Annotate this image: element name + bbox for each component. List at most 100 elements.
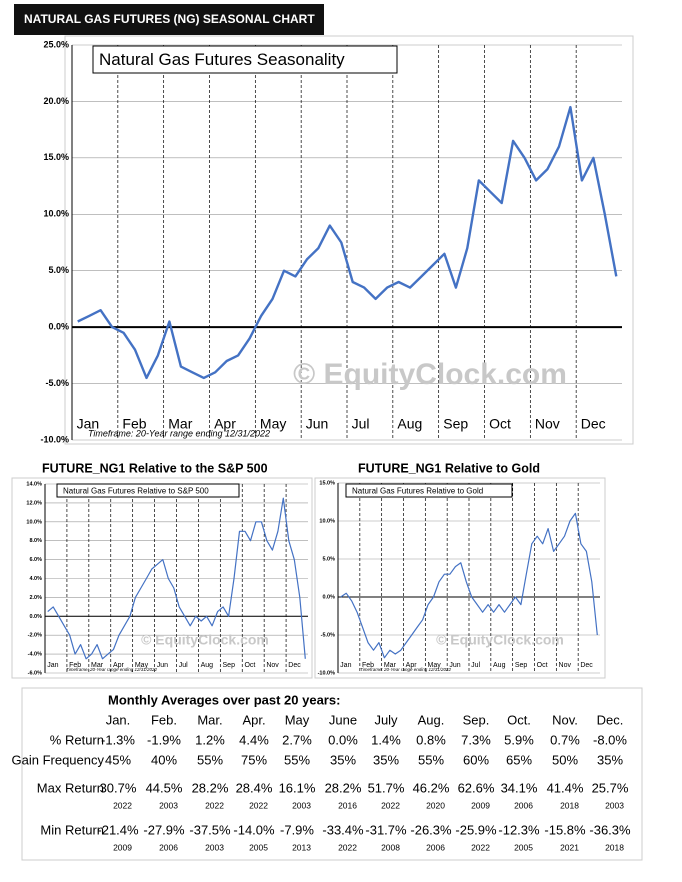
x-tick-label: Feb (362, 662, 374, 669)
cell: -36.3% (589, 822, 631, 837)
x-tick-label: Apr (113, 662, 125, 669)
x-tick-label: Feb (122, 415, 146, 431)
column-header: Aug. (418, 712, 445, 727)
x-tick-label: Nov (535, 415, 560, 431)
cell: -1.9% (147, 732, 181, 747)
column-header: Nov. (552, 712, 578, 727)
cell: 30.7% (100, 780, 137, 795)
y-tick-label: 10.0% (43, 209, 69, 219)
cell: 75% (241, 752, 267, 767)
chart-frame (11, 477, 313, 679)
y-tick-label: 4.0% (29, 576, 42, 582)
chart-heading: FUTURE_NG1 Relative to Gold (358, 461, 540, 475)
cell: 35% (597, 752, 623, 767)
cell-year: 2022 (113, 800, 132, 810)
cell: 7.3% (461, 732, 491, 747)
chart-heading: FUTURE_NG1 Relative to the S&P 500 (42, 461, 268, 475)
x-tick-label: Feb (69, 662, 81, 669)
cell-year: 2009 (471, 800, 490, 810)
x-tick-label: Jan (340, 662, 351, 669)
y-tick-label: -2.0% (28, 633, 42, 639)
cell: 35% (330, 752, 356, 767)
y-tick-label: 25.0% (43, 39, 69, 49)
cell: 28.2% (325, 780, 362, 795)
cell-year: 2020 (426, 800, 445, 810)
y-tick-label: 5.0% (48, 265, 69, 275)
x-tick-label: Apr (406, 662, 418, 669)
cell: -14.0% (233, 822, 275, 837)
cell: 2.7% (282, 732, 312, 747)
header-box (14, 4, 324, 35)
x-tick-label: Apr (214, 415, 236, 431)
cell-year: 2022 (471, 842, 490, 852)
cell: 51.7% (368, 780, 405, 795)
y-tick-label: 8.0% (29, 538, 42, 544)
y-tick-label: 15.0% (43, 152, 69, 162)
x-tick-label: May (135, 662, 149, 669)
title-box (345, 483, 513, 498)
cell: -1.3% (101, 732, 135, 747)
row-label: % Return (50, 732, 104, 747)
column-header: Feb. (151, 712, 177, 727)
cell: 0.8% (416, 732, 446, 747)
column-header: June (329, 712, 357, 727)
y-tick-label: 5.0% (322, 556, 335, 562)
column-header: July (374, 712, 398, 727)
cell: 45% (105, 752, 131, 767)
x-tick-label: Oct (244, 662, 255, 669)
watermark: © EquityClock.com (293, 358, 567, 391)
cell-year: 2018 (605, 842, 624, 852)
cell-year: 2016 (338, 800, 357, 810)
cell: 65% (506, 752, 532, 767)
cell-year: 2003 (205, 842, 224, 852)
cell: 62.6% (458, 780, 495, 795)
cell-year: 2006 (514, 800, 533, 810)
x-tick-label: Sep (443, 415, 468, 431)
cell: -37.5% (189, 822, 231, 837)
cell: 28.4% (236, 780, 273, 795)
cell: -12.3% (498, 822, 540, 837)
y-tick-label: 20.0% (43, 96, 69, 106)
series-line (340, 512, 598, 659)
chart-frame (314, 477, 606, 679)
series-line (77, 105, 618, 380)
x-tick-label: Aug (201, 662, 214, 669)
y-tick-label: 12.0% (26, 500, 42, 506)
cell: 50% (552, 752, 578, 767)
y-tick-label: 0.0% (322, 594, 335, 600)
x-tick-label: May (260, 415, 286, 431)
cell-year: 2006 (159, 842, 178, 852)
table-title: Monthly Averages over past 20 years: (108, 692, 340, 707)
x-tick-label: Jan (77, 415, 100, 431)
timeframe-note: Timeframe: 20-Year range ending 12/31/20… (360, 667, 452, 672)
x-tick-label: Jul (471, 662, 480, 669)
x-tick-label: Aug (493, 662, 506, 669)
x-tick-label: Oct (537, 662, 548, 669)
y-tick-label: 2.0% (29, 595, 42, 601)
y-tick-label: -5.0% (321, 632, 335, 638)
y-tick-label: 0.0% (48, 322, 69, 332)
cell: 35% (373, 752, 399, 767)
cell: -27.9% (143, 822, 185, 837)
cell-year: 2022 (381, 800, 400, 810)
y-tick-label: -5.0% (45, 378, 69, 388)
x-tick-label: Jun (449, 662, 460, 669)
table-frame (21, 687, 643, 861)
y-tick-label: 14.0% (26, 481, 42, 487)
cell-year: 2005 (249, 842, 268, 852)
cell-year: 2009 (113, 842, 132, 852)
y-tick-label: 6.0% (29, 557, 42, 563)
cell-year: 2022 (249, 800, 268, 810)
cell: 0.7% (550, 732, 580, 747)
cell: 55% (418, 752, 444, 767)
chart-title: Natural Gas Futures Relative to S&P 500 (63, 487, 209, 496)
x-tick-label: Sep (223, 662, 236, 669)
cell: 40% (151, 752, 177, 767)
x-tick-label: Nov (266, 662, 279, 669)
y-tick-label: 15.0% (319, 480, 335, 486)
header: NATURAL GAS FUTURES (NG) SEASONAL CHART (24, 12, 315, 26)
cell-year: 2003 (292, 800, 311, 810)
x-tick-label: Aug (397, 415, 422, 431)
